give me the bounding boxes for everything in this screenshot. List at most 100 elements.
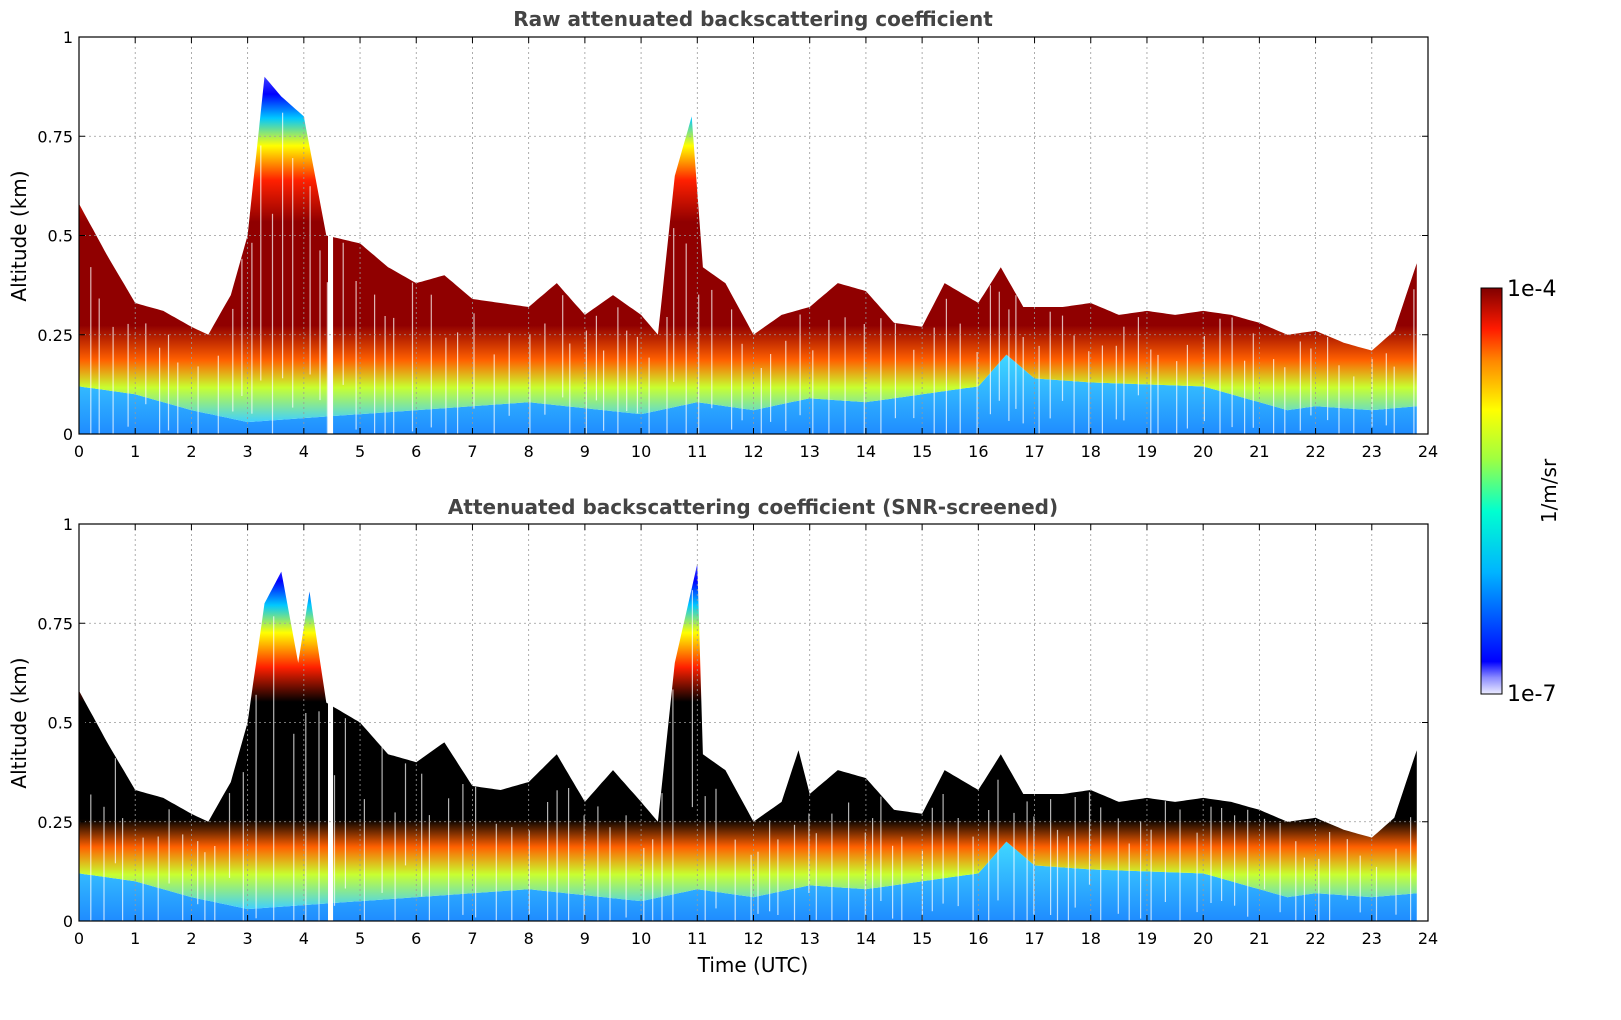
profile-dropout — [931, 807, 933, 912]
profile-dropout — [1179, 809, 1181, 921]
profile-dropout — [750, 854, 752, 921]
profile-dropout — [1395, 848, 1397, 915]
boundary-layer-band — [79, 563, 1417, 910]
x-tick-label: 6 — [411, 929, 421, 948]
profile-dropout — [691, 590, 693, 808]
x-tick-label: 9 — [580, 442, 590, 461]
x-tick-label: 9 — [580, 929, 590, 948]
profile-dropout — [777, 839, 779, 915]
profile-dropout — [731, 309, 733, 430]
profile-dropout — [90, 794, 92, 921]
y-axis-ticks: 0 0.25 0.5 0.75 1 — [37, 28, 1428, 444]
profile-dropout — [1385, 353, 1387, 426]
x-tick-label: 1 — [130, 929, 140, 948]
profile-dropout — [844, 317, 846, 434]
profile-dropout — [769, 820, 771, 912]
profile-dropout — [1088, 351, 1090, 434]
profile-dropout — [1263, 818, 1266, 890]
profile-dropout — [864, 832, 866, 921]
profile-dropout — [114, 758, 116, 864]
profile-dropout — [145, 323, 147, 405]
profile-dropout — [672, 689, 674, 921]
profile-dropout — [1284, 367, 1286, 434]
profile-dropout — [214, 846, 216, 921]
profile-dropout — [1244, 360, 1246, 434]
profile-dropout — [583, 815, 585, 921]
profile-dropout — [228, 793, 231, 878]
x-axis-ticks: 0 1 2 3 4 5 6 7 8 9 10 11 12 13 14 15 16 17 18 19 20 21 22 23 24 — [74, 524, 1438, 948]
profile-dropout — [815, 833, 817, 920]
profile-dropout — [159, 347, 161, 434]
profile-dropout — [1410, 817, 1412, 921]
y-axis-ticks: 0 0.25 0.5 0.75 1 — [37, 515, 1428, 931]
profile-dropout — [1393, 366, 1395, 434]
profile-dropout — [457, 332, 459, 434]
profile-dropout — [880, 796, 882, 901]
x-tick-label: 21 — [1249, 442, 1269, 461]
colorbar-gradient — [1480, 287, 1503, 695]
profile-dropout — [292, 158, 294, 408]
profile-dropout — [711, 289, 713, 409]
x-tick-label: 4 — [299, 929, 309, 948]
profile-dropout — [1101, 345, 1103, 434]
x-tick-label: 24 — [1418, 929, 1438, 948]
profile-dropout — [384, 316, 386, 434]
profile-dropout — [617, 307, 619, 434]
profile-dropout — [271, 213, 274, 434]
profile-dropout — [595, 315, 597, 401]
profile-dropout — [1310, 348, 1312, 416]
x-tick-label: 18 — [1081, 442, 1101, 461]
raw-backscatter-panel: Raw attenuated backscattering coefficien… — [7, 7, 1438, 461]
profile-dropout — [90, 267, 92, 434]
profile-dropout — [177, 362, 179, 434]
profile-dropout — [167, 334, 170, 431]
x-tick-label: 22 — [1305, 929, 1325, 948]
profile-dropout — [1186, 344, 1188, 429]
profile-dropout — [273, 616, 275, 921]
data-gap — [328, 682, 334, 921]
profile-dropout — [648, 357, 650, 434]
profile-dropout — [603, 350, 605, 431]
profile-dropout — [1196, 832, 1198, 913]
profile-dropout — [848, 802, 850, 921]
y-tick-label: 0.5 — [48, 227, 73, 246]
profile-dropout — [913, 349, 915, 419]
profile-dropout — [636, 336, 638, 414]
profile-dropout — [318, 711, 320, 921]
x-tick-label: 16 — [968, 929, 988, 948]
profile-dropout — [528, 830, 530, 915]
profile-dropout — [251, 242, 253, 414]
y-tick-label: 1 — [63, 515, 73, 534]
profile-dropout — [182, 834, 184, 921]
x-tick-label: 1 — [130, 442, 140, 461]
heatmap-area — [79, 563, 1417, 921]
x-tick-label: 11 — [687, 442, 707, 461]
profile-dropout — [544, 323, 546, 415]
x-tick-label: 23 — [1362, 929, 1382, 948]
profile-dropout — [98, 298, 100, 434]
profile-dropout — [355, 281, 357, 430]
profile-dropout — [529, 334, 531, 434]
x-tick-label: 12 — [743, 929, 763, 948]
profile-dropout — [1038, 345, 1040, 434]
profile-dropout — [1067, 836, 1069, 921]
profile-dropout — [127, 323, 129, 427]
x-tick-label: 8 — [524, 442, 534, 461]
profile-dropout — [1123, 326, 1125, 421]
profile-dropout — [715, 788, 717, 909]
profile-dropout — [122, 818, 124, 921]
x-tick-label: 15 — [912, 929, 932, 948]
profile-dropout — [473, 313, 475, 409]
profile-dropout — [959, 323, 961, 434]
x-tick-label: 10 — [631, 442, 651, 461]
profile-dropout — [511, 827, 513, 921]
profile-dropout — [1117, 818, 1119, 914]
profile-dropout — [242, 772, 244, 921]
profile-dropout — [255, 694, 257, 919]
x-tick-label: 16 — [968, 442, 988, 461]
grid-lines — [79, 37, 1428, 434]
profile-dropout — [1015, 295, 1017, 409]
profile-dropout — [319, 250, 321, 401]
profile-dropout — [1100, 807, 1102, 921]
y-tick-label: 0 — [63, 425, 73, 444]
